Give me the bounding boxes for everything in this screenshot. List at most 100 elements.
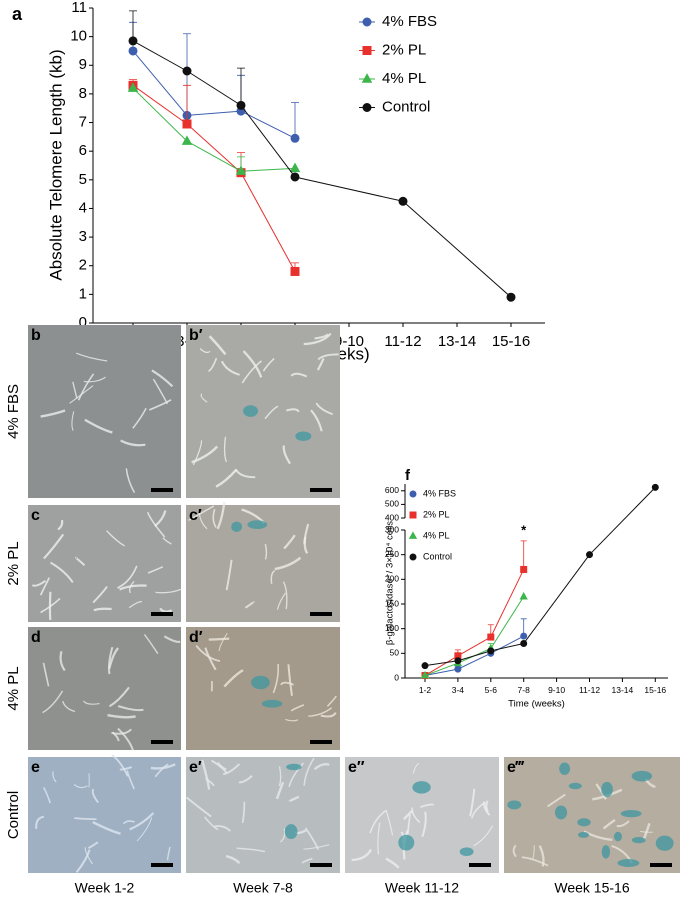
cell xyxy=(640,830,653,833)
cell xyxy=(316,358,325,371)
legend-label: 4% FBS xyxy=(423,488,456,498)
column-label: Week 7-8 xyxy=(233,880,293,896)
y-tick-label: 400 xyxy=(385,512,399,522)
micrograph xyxy=(28,325,181,498)
cell xyxy=(50,561,74,583)
cell xyxy=(385,811,394,836)
panel-label: a xyxy=(12,4,23,24)
cell xyxy=(39,577,51,596)
series-line xyxy=(240,167,296,172)
stained-cell xyxy=(601,845,611,859)
cell xyxy=(92,820,121,835)
cell xyxy=(119,584,147,591)
marker xyxy=(290,172,300,182)
y-tick-label: 9 xyxy=(79,56,87,73)
cell xyxy=(126,770,135,790)
y-tick-label: 50 xyxy=(390,648,400,658)
marker xyxy=(362,17,372,27)
marker xyxy=(506,292,516,302)
stained-cell xyxy=(243,405,259,417)
scale-bar xyxy=(151,488,173,492)
stained-cell xyxy=(577,818,591,827)
marker xyxy=(586,551,593,559)
series-line xyxy=(523,554,590,644)
cell xyxy=(310,409,323,432)
cell xyxy=(108,647,120,669)
stained-cell xyxy=(655,835,674,851)
cell xyxy=(192,440,203,466)
cell xyxy=(483,801,491,816)
marker xyxy=(362,46,372,55)
y-axis-title: β-galactosidase⁺/ 3×10⁴ cells xyxy=(385,521,396,645)
cell xyxy=(195,644,221,662)
cell xyxy=(473,825,494,847)
marker xyxy=(236,100,246,110)
scale-bar xyxy=(310,863,332,867)
y-tick-label: 5 xyxy=(79,171,87,188)
cell xyxy=(111,754,129,777)
cell xyxy=(301,857,313,864)
cell xyxy=(420,803,434,808)
cell xyxy=(143,634,159,655)
stained-cell xyxy=(554,805,568,820)
scale-bar xyxy=(650,863,672,867)
x-tick-label: 11-12 xyxy=(384,333,421,350)
cell xyxy=(204,647,217,671)
marker xyxy=(409,553,417,561)
marker xyxy=(361,73,373,83)
stained-cell xyxy=(247,520,268,530)
cell xyxy=(204,816,219,831)
x-tick-label: 13-14 xyxy=(612,685,634,695)
series-line xyxy=(457,650,491,662)
cell xyxy=(108,686,130,708)
micrograph xyxy=(28,627,181,750)
cell xyxy=(303,332,332,346)
scale-bar xyxy=(151,863,173,867)
cell xyxy=(199,348,211,354)
panel-label: b′ xyxy=(189,327,203,344)
cell xyxy=(69,385,94,404)
series-line xyxy=(589,487,656,556)
cell xyxy=(282,581,288,610)
cell xyxy=(313,763,330,771)
cell xyxy=(93,607,112,612)
y-tick-label: 150 xyxy=(385,598,399,608)
marker xyxy=(454,665,462,673)
panel-label: e‴ xyxy=(507,759,525,776)
y-tick-label: 10 xyxy=(70,28,87,45)
legend-label: 2% PL xyxy=(382,41,426,58)
series-line xyxy=(424,662,459,677)
cell xyxy=(154,510,167,528)
y-tick-label: 4 xyxy=(79,199,87,216)
cell xyxy=(162,537,172,545)
cell xyxy=(59,650,66,672)
series-line xyxy=(132,87,188,142)
cell xyxy=(92,586,108,604)
cell xyxy=(236,847,265,853)
cell xyxy=(288,795,300,803)
micrograph xyxy=(504,757,680,873)
cell xyxy=(315,402,334,416)
marker xyxy=(409,511,417,519)
x-tick-label: 15-16 xyxy=(644,685,666,695)
y-tick-label: 0 xyxy=(79,314,87,331)
micrograph xyxy=(186,757,340,873)
error-bar xyxy=(237,67,245,106)
stained-cell xyxy=(601,781,613,798)
cell xyxy=(42,787,52,804)
cell xyxy=(276,592,287,610)
cell xyxy=(283,534,296,550)
row-label: 4% FBS xyxy=(5,384,22,439)
cell xyxy=(107,646,114,675)
y-tick-label: 2 xyxy=(79,257,87,274)
cell xyxy=(290,372,308,378)
cell xyxy=(512,844,517,858)
x-tick-label: 3-4 xyxy=(452,685,465,695)
panel-label: b xyxy=(31,327,41,344)
cell xyxy=(262,357,275,372)
cell xyxy=(57,519,64,531)
cell xyxy=(154,763,169,778)
series-line xyxy=(132,40,188,72)
error-bar xyxy=(183,84,191,124)
cell xyxy=(146,511,166,538)
